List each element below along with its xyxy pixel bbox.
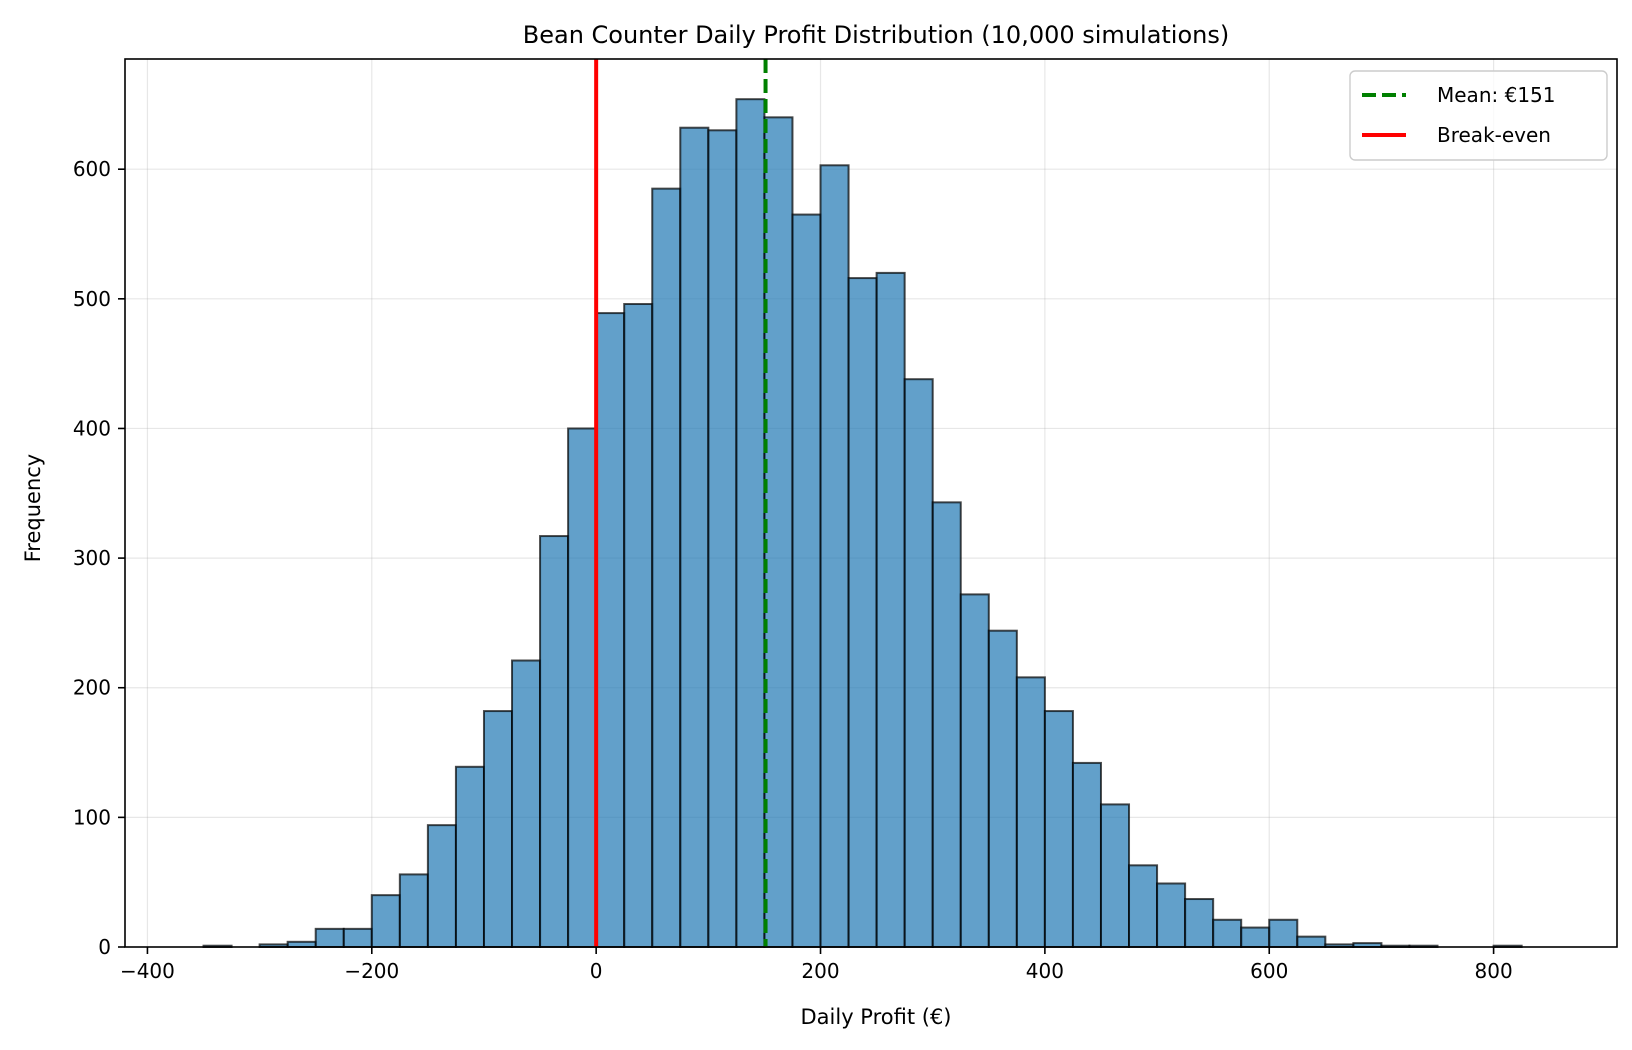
histogram-bar (1240, 926, 1271, 949)
histogram-bar (314, 927, 345, 948)
plot-area-frame (124, 58, 1618, 948)
histogram-bar (847, 277, 878, 949)
histogram-bar (791, 213, 822, 948)
chart-title: Bean Counter Daily Profit Distribution (… (523, 21, 1230, 49)
histogram-bar (398, 873, 429, 948)
histogram-bar (567, 427, 598, 948)
histogram-bar (1212, 918, 1243, 949)
histogram-bar (987, 629, 1018, 948)
y-tick-label: 0 (98, 935, 111, 959)
reference-lines (594, 59, 768, 947)
histogram-bar (539, 535, 570, 948)
histogram-bar (1043, 710, 1074, 948)
histogram-bar (707, 129, 738, 949)
histogram-bar (1268, 918, 1299, 949)
histogram-bar (595, 312, 626, 949)
histogram-bar (735, 98, 766, 948)
x-tick-label: 800 (1475, 959, 1513, 983)
histogram-bar (482, 710, 514, 948)
y-tick-label: 300 (73, 546, 111, 570)
histogram-bar (370, 894, 401, 949)
legend-label: Mean: €151 (1437, 83, 1556, 107)
histogram-bar (454, 765, 485, 949)
y-tick-label: 100 (73, 805, 111, 829)
histogram-bar (679, 126, 710, 949)
histogram-bar (875, 271, 906, 948)
x-tick-label: 200 (801, 959, 839, 983)
histogram-bar (763, 116, 794, 949)
histogram-bar (511, 659, 542, 949)
y-axis: 0 100 200 300 400 500 600 (73, 157, 125, 959)
histogram-bar (623, 303, 654, 949)
x-tick-label: 600 (1250, 959, 1288, 983)
histogram-bar (959, 593, 990, 948)
histogram-bar (931, 501, 962, 948)
x-tick-label: 400 (1026, 959, 1064, 983)
y-tick-label: 500 (73, 287, 111, 311)
histogram-bar (819, 164, 850, 949)
x-axis: −400 −200 0 200 400 600 800 (120, 947, 1513, 983)
histogram-bar (1015, 676, 1046, 948)
histogram-bar (1099, 803, 1131, 949)
histogram-bar (1071, 761, 1102, 949)
x-tick-label: −400 (120, 959, 175, 983)
x-tick-label: −200 (344, 959, 399, 983)
histogram-bar (1156, 882, 1187, 948)
y-tick-label: 400 (73, 416, 111, 440)
x-tick-label: 0 (590, 959, 603, 983)
histogram-bar (342, 927, 373, 948)
y-tick-label: 600 (73, 157, 111, 181)
legend: Mean: €151 Break-even (1349, 70, 1608, 161)
legend-box (1349, 70, 1608, 161)
histogram-bar (651, 187, 682, 949)
histogram-bar (1296, 935, 1327, 949)
histogram-bar (903, 378, 934, 948)
y-tick-label: 200 (73, 676, 111, 700)
y-axis-label: Frequency (21, 454, 45, 563)
histogram-bar (1128, 864, 1159, 949)
legend-label: Break-even (1437, 123, 1551, 147)
histogram-bar (1184, 898, 1215, 948)
x-axis-label: Daily Profit (€) (800, 1005, 951, 1029)
histogram-bar (426, 824, 457, 948)
